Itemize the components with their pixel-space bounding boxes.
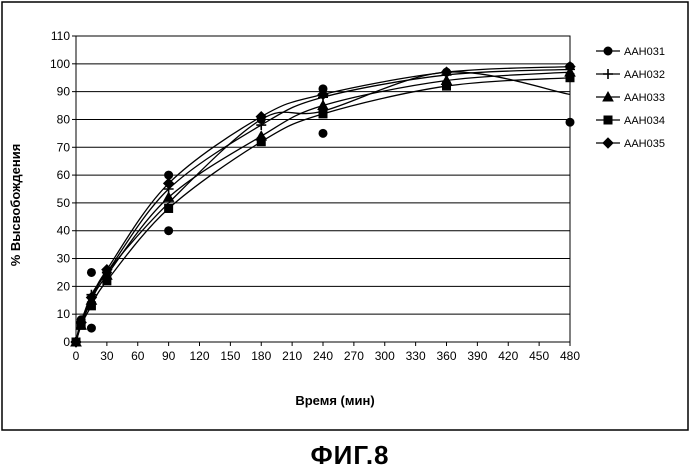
y-tick-label: 50 <box>57 196 71 210</box>
x-tick-label: 360 <box>436 349 456 363</box>
x-tick-label: 180 <box>251 349 271 363</box>
x-tick-label: 30 <box>100 349 114 363</box>
data-point <box>319 129 327 137</box>
data-point <box>165 204 173 212</box>
y-tick-label: 60 <box>57 168 71 182</box>
x-tick-label: 60 <box>131 349 145 363</box>
data-point <box>87 268 95 276</box>
x-tick-label: 90 <box>162 349 176 363</box>
legend-label: AAH033 <box>624 92 665 104</box>
data-point <box>443 82 451 90</box>
x-tick-label: 210 <box>282 349 302 363</box>
x-axis-label: Время (мин) <box>295 393 374 408</box>
data-point <box>103 277 111 285</box>
data-point <box>87 324 95 332</box>
x-tick-label: 300 <box>375 349 395 363</box>
y-tick-label: 40 <box>57 224 71 238</box>
x-tick-label: 450 <box>529 349 549 363</box>
y-axis-label: % Высвобождения <box>8 144 23 267</box>
x-tick-label: 330 <box>406 349 426 363</box>
y-tick-label: 90 <box>57 85 71 99</box>
y-tick-label: 0 <box>63 335 70 349</box>
y-tick-label: 110 <box>51 29 70 43</box>
y-tick-label: 70 <box>57 140 71 154</box>
legend-label: AAH035 <box>624 138 665 150</box>
x-tick-label: 150 <box>220 349 240 363</box>
data-point <box>566 118 574 126</box>
y-tick-label: 20 <box>57 279 71 293</box>
data-point <box>566 74 574 82</box>
figure-caption: ФИГ.8 <box>0 440 700 471</box>
x-tick-label: 420 <box>498 349 518 363</box>
x-tick-label: 270 <box>344 349 364 363</box>
y-tick-label: 100 <box>50 57 70 71</box>
x-tick-label: 240 <box>313 349 333 363</box>
data-point <box>319 110 327 118</box>
y-tick-label: 80 <box>57 112 71 126</box>
x-tick-label: 480 <box>560 349 580 363</box>
y-tick-label: 30 <box>57 252 71 266</box>
data-point <box>257 138 265 146</box>
x-tick-label: 390 <box>467 349 487 363</box>
data-point <box>165 227 173 235</box>
legend-marker <box>604 47 612 55</box>
legend-label: AAH034 <box>624 115 665 127</box>
legend-label: AAH032 <box>624 69 665 81</box>
x-tick-label: 0 <box>73 349 80 363</box>
y-tick-label: 10 <box>57 307 71 321</box>
legend-label: AAH031 <box>624 46 665 58</box>
x-tick-label: 120 <box>189 349 209 363</box>
legend-marker <box>604 116 612 124</box>
